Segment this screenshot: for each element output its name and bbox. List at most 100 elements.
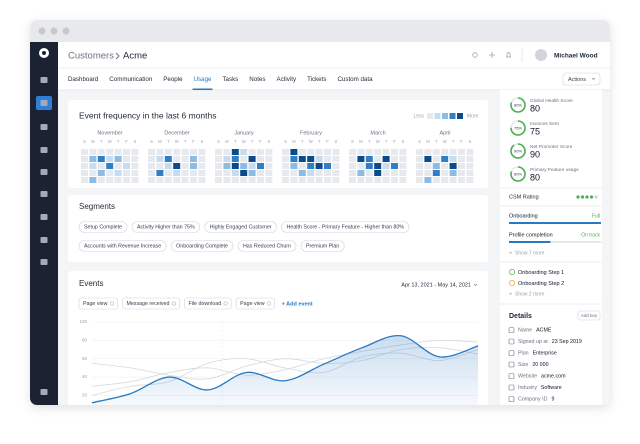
segment-label[interactable]: Activity Higher than 75%: [137, 225, 195, 231]
date-range[interactable]: Apr 13, 2021 - May 14, 2021: [401, 282, 471, 288]
sidebar-icon[interactable]: [40, 124, 48, 130]
caret: [508, 292, 513, 295]
sidebar-icon[interactable]: [40, 147, 48, 153]
event-filter-label[interactable]: Message received: [126, 301, 169, 307]
heatmap-cell: [466, 149, 474, 155]
sidebar-icon[interactable]: [40, 169, 48, 175]
add-key-label[interactable]: Add key: [581, 313, 598, 318]
add-key-button[interactable]: [577, 310, 601, 321]
window-dot[interactable]: [50, 27, 58, 35]
segment-label[interactable]: Onboarding Complete: [176, 244, 228, 250]
segment-tag[interactable]: [237, 240, 297, 252]
step-icon: [509, 280, 515, 286]
heatmap-cell: [365, 163, 373, 169]
tab[interactable]: People: [163, 76, 183, 83]
user-name[interactable]: Michael Wood: [554, 53, 598, 60]
window-dot[interactable]: [62, 27, 70, 35]
progress-bar: [509, 241, 551, 243]
ring: [510, 97, 526, 113]
sidebar-icon[interactable]: [40, 214, 48, 220]
heatmap-cell: [114, 177, 122, 183]
heatmap-cell: [332, 170, 340, 176]
heatmap-cell: [382, 163, 390, 169]
heatmap-cell: [399, 177, 407, 183]
event-filter-label[interactable]: Page view: [83, 301, 108, 307]
segment-tag[interactable]: [281, 221, 410, 233]
event-filter[interactable]: [184, 297, 232, 310]
heatmap-cell: [181, 149, 189, 155]
heatmap-cell: [240, 170, 248, 176]
segment-label[interactable]: Accounts with Revenue Increase: [84, 244, 161, 250]
heatmap-cell: [374, 170, 382, 176]
filter-icon: [267, 301, 272, 306]
add-icon[interactable]: [489, 52, 495, 58]
event-filter[interactable]: [235, 297, 275, 310]
heatmap-cell: [298, 177, 306, 183]
sidebar-icon[interactable]: [40, 237, 48, 243]
segment-tag[interactable]: [78, 240, 167, 252]
y-tick-label: 20: [82, 393, 88, 398]
tab[interactable]: Tasks: [222, 76, 238, 83]
detail-icon: [508, 338, 515, 345]
heatmap-cell: [81, 170, 88, 176]
tab[interactable]: Activity: [276, 76, 297, 83]
heatmap-cell: [391, 163, 398, 169]
sidebar-icon[interactable]: [40, 191, 48, 197]
score-label: Invoices Sent: [530, 121, 559, 127]
heatmap-cell: [441, 170, 449, 176]
actions-button[interactable]: [562, 72, 601, 86]
sidebar-icon[interactable]: [40, 100, 48, 106]
weekday-label: W: [309, 139, 313, 144]
sidebar-icon[interactable]: [40, 77, 48, 83]
heatmap-cell: [123, 156, 130, 162]
event-filter[interactable]: [122, 297, 180, 310]
tab[interactable]: Usage: [194, 76, 212, 83]
heatmap-cell: [374, 177, 382, 183]
heatmap-cell: [307, 177, 315, 183]
score-label: Primary Feature usage: [530, 167, 579, 173]
tab[interactable]: Tickets: [307, 76, 326, 83]
tab[interactable]: Notes: [249, 76, 265, 83]
segment-tag[interactable]: [170, 240, 234, 252]
tab[interactable]: Dashboard: [68, 76, 99, 83]
heatmap-cell: [190, 156, 197, 162]
tab-underline: [192, 88, 213, 90]
segment-tag[interactable]: [78, 221, 128, 233]
weekday-label: T: [385, 139, 388, 144]
ring-label: 80%: [514, 171, 522, 176]
search-icon[interactable]: [472, 52, 478, 58]
segment-label[interactable]: Highly Engaged Customer: [210, 225, 272, 231]
avatar[interactable]: [535, 49, 547, 61]
sidebar-icon[interactable]: [40, 259, 48, 265]
event-filter-label[interactable]: Page view: [240, 301, 265, 307]
segment-label[interactable]: Has Reduced Churn: [243, 244, 291, 250]
bell-icon[interactable]: [506, 52, 511, 58]
weekday-label: S: [268, 139, 271, 144]
segment-tag[interactable]: [204, 221, 277, 233]
event-filter-label[interactable]: File download: [188, 301, 221, 307]
sidebar-icon[interactable]: [40, 389, 48, 395]
score-value: 80: [530, 103, 540, 113]
heatmap-cell: [97, 177, 105, 183]
window-dot[interactable]: [38, 27, 46, 35]
heatmap-cell: [382, 177, 390, 183]
heatmap-cell: [257, 177, 264, 183]
segment-tag[interactable]: [131, 221, 201, 233]
breadcrumb[interactable]: Customers: [68, 51, 114, 62]
event-filter[interactable]: [78, 297, 118, 310]
card-title: Segments: [79, 202, 115, 211]
tab[interactable]: Communication: [109, 76, 153, 83]
ring-label: 90%: [514, 148, 522, 153]
heatmap-cell: [458, 177, 465, 183]
segment-label[interactable]: Setup Complete: [84, 225, 122, 231]
show-more[interactable]: Show 7 more: [515, 250, 545, 256]
ring: [510, 120, 526, 136]
weekday-label: S: [201, 139, 204, 144]
show-more[interactable]: Show 2 more: [515, 291, 545, 297]
segment-label[interactable]: Health Score - Primary Feature - Higher …: [287, 225, 405, 231]
segment-label[interactable]: Premium Plan: [306, 244, 339, 250]
segment-tag[interactable]: [300, 240, 345, 252]
tab[interactable]: Custom data: [337, 76, 373, 83]
add-event[interactable]: + Add event: [282, 301, 313, 307]
actions-label[interactable]: Actions: [568, 77, 586, 83]
